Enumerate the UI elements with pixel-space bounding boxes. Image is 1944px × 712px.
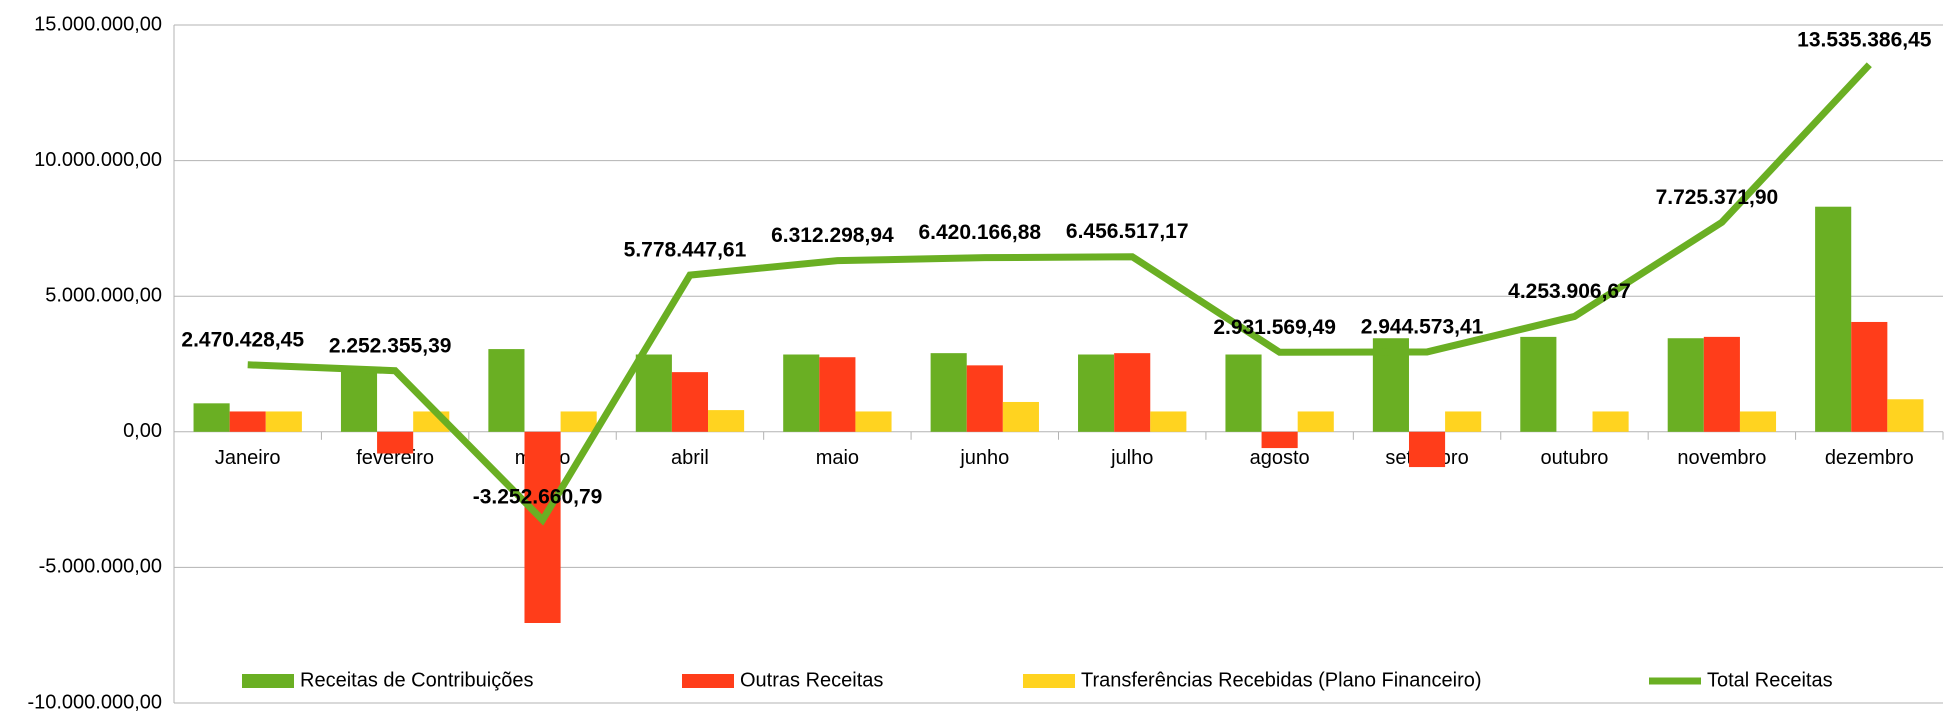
bar bbox=[1887, 399, 1924, 432]
bar bbox=[1408, 431, 1446, 468]
x-tick-label: julho bbox=[1110, 447, 1153, 469]
bar bbox=[635, 354, 672, 432]
legend-label: Receitas de Contribuições bbox=[300, 669, 533, 691]
x-tick-label: junho bbox=[959, 447, 1009, 469]
x-tick-label: Janeiro bbox=[215, 447, 281, 469]
y-tick-label: 0,00 bbox=[123, 420, 162, 442]
bar bbox=[1703, 336, 1740, 432]
legend-label: Total Receitas bbox=[1707, 669, 1833, 691]
value-label: 6.312.298,94 bbox=[771, 224, 894, 247]
bar bbox=[377, 431, 414, 454]
bar bbox=[1150, 411, 1187, 432]
bar bbox=[524, 431, 561, 623]
bar bbox=[1114, 353, 1151, 432]
value-label: 6.456.517,17 bbox=[1066, 220, 1189, 243]
bar bbox=[488, 349, 525, 432]
bar bbox=[1815, 206, 1852, 432]
value-label: 2.931.569,49 bbox=[1213, 316, 1336, 339]
x-tick-label: maio bbox=[816, 447, 859, 469]
legend-label: Outras Receitas bbox=[740, 669, 883, 691]
value-label: 4.253.906,67 bbox=[1508, 280, 1631, 303]
value-label: 7.725.371,90 bbox=[1656, 186, 1779, 209]
bar bbox=[671, 372, 709, 432]
bar bbox=[783, 354, 820, 432]
bar bbox=[265, 411, 302, 432]
bar bbox=[708, 410, 745, 432]
bar bbox=[966, 365, 1003, 432]
value-label: 2.252.355,39 bbox=[329, 334, 452, 357]
legend-swatch bbox=[1023, 674, 1075, 688]
bar bbox=[855, 411, 892, 432]
y-tick-label: 15.000.000,00 bbox=[34, 13, 162, 35]
legend-swatch bbox=[242, 674, 294, 688]
bar bbox=[229, 411, 266, 432]
bar bbox=[1667, 338, 1704, 432]
value-label: -3.252.660,79 bbox=[473, 486, 603, 509]
value-label: 2.470.428,45 bbox=[181, 328, 304, 351]
bar bbox=[340, 369, 378, 432]
x-tick-label: abril bbox=[671, 447, 709, 469]
y-tick-label: -10.000.000,00 bbox=[27, 691, 162, 712]
x-tick-label: agosto bbox=[1250, 447, 1310, 469]
bar bbox=[1002, 401, 1039, 432]
bar bbox=[1261, 431, 1298, 449]
y-tick-label: -5.000.000,00 bbox=[39, 556, 162, 578]
bar bbox=[1445, 411, 1482, 432]
bar bbox=[1520, 336, 1557, 432]
legend-swatch bbox=[682, 674, 734, 688]
bar bbox=[1078, 354, 1115, 432]
bar bbox=[193, 403, 230, 432]
legend-label: Transferências Recebidas (Plano Financei… bbox=[1081, 669, 1482, 691]
y-tick-label: 5.000.000,00 bbox=[45, 284, 162, 306]
x-tick-label: dezembro bbox=[1825, 447, 1914, 469]
x-tick-label: novembro bbox=[1677, 447, 1766, 469]
bar bbox=[1297, 411, 1334, 432]
value-label: 5.778.447,61 bbox=[624, 239, 747, 262]
value-label: 13.535.386,45 bbox=[1797, 28, 1932, 51]
x-tick-label: outubro bbox=[1541, 447, 1609, 469]
line bbox=[247, 62, 1872, 526]
bar bbox=[560, 411, 597, 432]
value-label: 6.420.166,88 bbox=[918, 221, 1041, 244]
y-tick-label: 10.000.000,00 bbox=[34, 149, 162, 171]
bar bbox=[1739, 411, 1777, 432]
bar bbox=[819, 357, 856, 432]
value-label: 2.944.573,41 bbox=[1361, 315, 1484, 338]
bar bbox=[930, 353, 967, 432]
x-tick-label: fevereiro bbox=[356, 447, 434, 469]
bar bbox=[1851, 321, 1888, 432]
bar bbox=[1225, 354, 1262, 432]
bar bbox=[1592, 411, 1629, 432]
